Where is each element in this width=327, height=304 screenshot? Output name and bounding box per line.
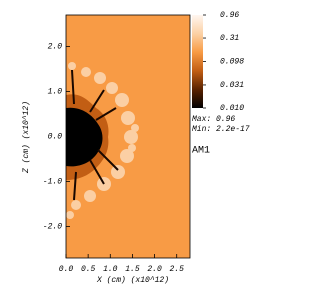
y-tick-label: -2.0 xyxy=(43,223,62,232)
x-tick-label: 1.5 xyxy=(125,265,140,274)
y-tick-label: 2.0 xyxy=(48,43,63,52)
colorbar-tick-label: 0.96 xyxy=(220,11,239,20)
y-tick-label: 1.0 xyxy=(48,88,63,97)
x-tick-label: 1.0 xyxy=(103,265,118,274)
colorbar-tick-label: 0.31 xyxy=(220,34,239,43)
x-tick-label: 0.0 xyxy=(59,265,74,274)
annotation: AM1 xyxy=(192,146,210,157)
x-axis-label: X (cm) (x10^12) xyxy=(96,276,169,285)
colorbar-tick-label: 0.098 xyxy=(220,58,244,67)
y-tick-label: 0.0 xyxy=(48,133,63,142)
x-tick-label: 0.5 xyxy=(81,265,96,274)
annotation: Max: 0.96 xyxy=(192,115,235,124)
field-structure xyxy=(66,62,139,219)
colorbar-tick-label: 0.010 xyxy=(220,104,244,113)
colorbar-tick-label: 0.031 xyxy=(220,81,244,90)
annotation: Min: 2.2e-17 xyxy=(192,125,250,134)
x-tick-label: 2.0 xyxy=(147,265,162,274)
colorbar xyxy=(192,15,203,108)
y-tick-label: -1.0 xyxy=(43,178,62,187)
x-tick-label: 2.5 xyxy=(170,265,185,274)
y-axis-label: Z (cm) (x10^12) xyxy=(22,101,31,174)
